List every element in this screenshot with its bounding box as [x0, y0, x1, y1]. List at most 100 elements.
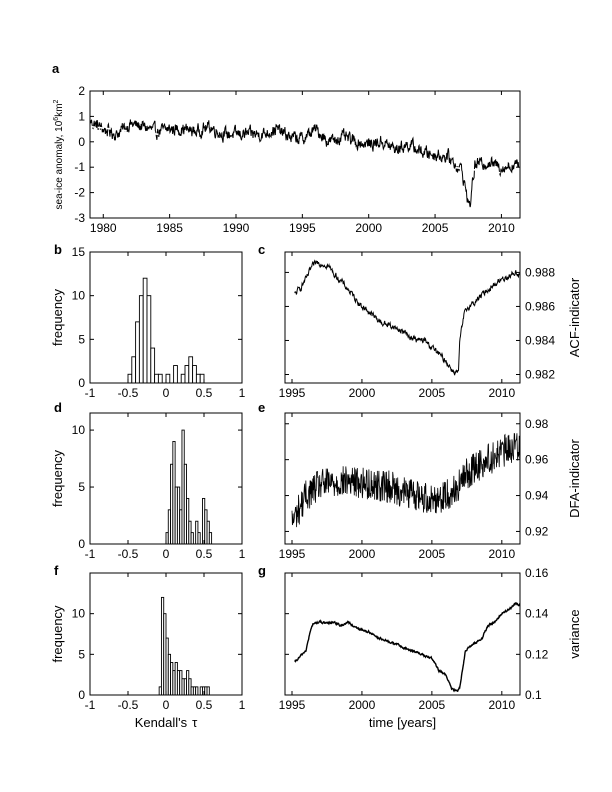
x-tick-label: 1995: [279, 698, 306, 712]
x-tick-label: 2010: [488, 221, 515, 235]
x-tick-label: -1: [85, 386, 96, 400]
y-tick-label: 0.982: [525, 367, 555, 381]
x-tick-label: 2010: [488, 698, 515, 712]
plot-frame: [89, 412, 243, 545]
histogram-bar: [131, 356, 137, 383]
histogram-bar: [188, 356, 194, 383]
y-tick-label: 0.988: [525, 265, 555, 279]
series-line-variance: [294, 601, 520, 693]
panel-letter: c: [258, 242, 265, 257]
y-tick-label: 0: [78, 135, 85, 149]
y-tick-label: -2: [74, 186, 85, 200]
x-axis-label: Kendall's τ: [135, 715, 198, 730]
x-tick-label: 1995: [279, 547, 306, 561]
x-tick-label: 2005: [422, 221, 449, 235]
x-tick-label: -1: [85, 698, 96, 712]
x-tick-label: -1: [85, 547, 96, 561]
y-axis-label: frequency: [50, 605, 65, 663]
y-tick-label: 0.16: [525, 566, 549, 580]
histogram-bar: [208, 532, 213, 544]
x-tick-label: -0.5: [118, 547, 139, 561]
histogram-bar: [146, 295, 152, 383]
x-tick-label: 1: [239, 547, 246, 561]
x-tick-label: 1: [239, 386, 246, 400]
y-tick-label: -3: [74, 211, 85, 225]
x-tick-label: 2000: [349, 698, 376, 712]
y-tick-label: 0.98: [525, 417, 549, 431]
histogram-bar: [184, 365, 190, 383]
histogram-bar: [206, 686, 210, 695]
histogram-bar: [127, 373, 133, 383]
histogram-bar: [157, 373, 163, 383]
y-tick-label: 10: [72, 423, 86, 437]
x-tick-label: 1: [239, 698, 246, 712]
y-axis-label: sea-ice anomaly, 106km2: [53, 99, 65, 209]
y-tick-label: 0.12: [525, 647, 549, 661]
y-tick-label: 0: [78, 688, 85, 702]
histogram-bar: [197, 532, 201, 544]
y-axis-label: DFA-indicator: [567, 438, 582, 517]
x-tick-label: 1985: [156, 221, 183, 235]
y-tick-label: 0.14: [525, 607, 549, 621]
series-line-dfa-indicator: [291, 432, 520, 528]
series-line-acf-indicator: [294, 259, 520, 376]
y-tick-label: 0: [78, 376, 85, 390]
y-tick-label: -1: [74, 160, 85, 174]
x-tick-label: 2005: [419, 698, 446, 712]
plot-frame: [89, 90, 521, 219]
histogram-bar: [138, 295, 144, 383]
x-tick-label: 1995: [289, 221, 316, 235]
y-axis-label: ACF-indicator: [567, 277, 582, 357]
y-tick-label: 5: [78, 480, 85, 494]
panel-letter: b: [54, 242, 62, 257]
panel-letter: e: [258, 400, 265, 415]
panel-a: 1980 1985 1990 1995 2000 2005 2010 -3 -2 -1 0 1 2 sea…: [52, 61, 521, 235]
panel-e: 1995 2000 2005 2010 0.92 0.94 0.96 0.98 DFA-indi…: [258, 400, 582, 561]
y-tick-label: 10: [72, 607, 86, 621]
histogram-bar: [195, 686, 199, 695]
panel-letter: a: [52, 61, 60, 76]
panel-letter: d: [54, 400, 62, 415]
y-tick-label: 5: [78, 647, 85, 661]
histogram-bar: [195, 373, 201, 383]
histogram-bar: [154, 373, 159, 383]
x-tick-label: 2010: [488, 386, 515, 400]
y-tick-label: 0.96: [525, 453, 549, 467]
x-tick-label: 0: [163, 547, 170, 561]
series-line-sea-ice-anomaly: [90, 119, 520, 208]
y-axis-label: variance: [567, 609, 582, 658]
x-tick-label: 0.5: [196, 547, 213, 561]
y-axis-label: frequency: [50, 449, 65, 507]
x-axis-label: time [years]: [369, 715, 436, 730]
y-tick-label: 0.94: [525, 489, 549, 503]
x-tick-label: 0.5: [196, 386, 213, 400]
histogram-bar: [135, 321, 140, 383]
plot-frame: [89, 251, 243, 384]
y-tick-label: 15: [72, 245, 86, 259]
histogram-bar: [150, 347, 156, 383]
histogram-bar: [199, 373, 205, 383]
x-tick-label: 2010: [488, 547, 515, 561]
x-tick-label: -0.5: [118, 698, 139, 712]
plot-frame: [284, 572, 521, 696]
x-tick-label: 0.5: [196, 698, 213, 712]
y-tick-label: 0.92: [525, 524, 549, 538]
x-tick-label: 0: [163, 698, 170, 712]
panel-c: 1995 2000 2005 2010 0.982 0.984 0.986 0.988 ACF-…: [258, 242, 582, 400]
x-tick-label: 1980: [90, 221, 117, 235]
histogram-bar: [190, 532, 194, 544]
y-tick-label: 0.986: [525, 299, 555, 313]
x-tick-label: -0.5: [118, 386, 139, 400]
plot-frame: [284, 251, 521, 384]
x-tick-label: 0: [163, 386, 170, 400]
x-tick-label: 2000: [355, 221, 382, 235]
histogram-bar: [165, 373, 171, 383]
y-axis-label: frequency: [50, 288, 65, 346]
x-tick-label: 2000: [349, 386, 376, 400]
plot-frame: [284, 412, 521, 545]
y-tick-label: 5: [78, 332, 85, 346]
x-tick-label: 1995: [279, 386, 306, 400]
